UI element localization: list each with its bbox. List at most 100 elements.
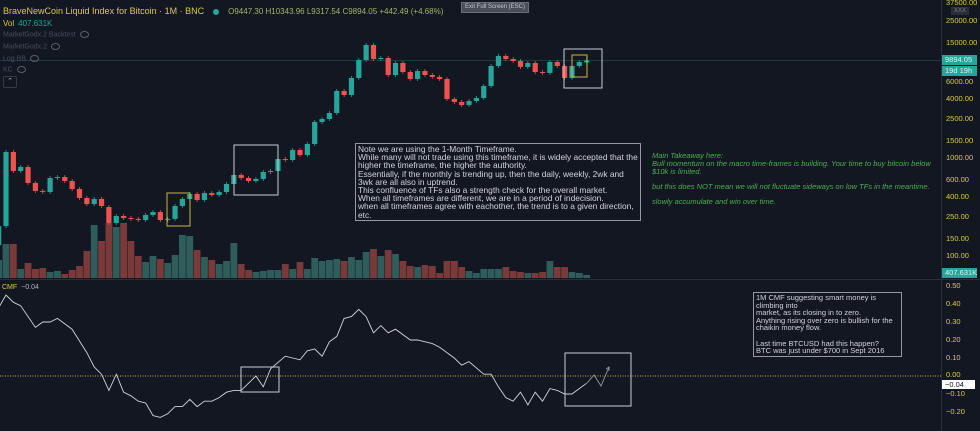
- volume-bar: [17, 269, 25, 278]
- volume-value: 407.631K: [18, 19, 53, 28]
- hidden-eye-icon[interactable]: [16, 66, 26, 73]
- price-axis-label: 600.00: [946, 174, 969, 184]
- volume-bar: [127, 241, 135, 278]
- volume-bar: [392, 254, 399, 278]
- candle-body: [216, 191, 222, 196]
- candle-body: [400, 62, 406, 73]
- volume-bar: [32, 269, 39, 278]
- candle-body: [488, 65, 494, 86]
- price-axis-label: 4000.00: [946, 93, 974, 103]
- market-status-icon: [212, 8, 219, 15]
- cmf-drawing-arrow[interactable]: [586, 366, 610, 387]
- takeaway-line: but this does NOT mean we will not fluct…: [652, 182, 930, 191]
- candle-body: [290, 149, 296, 160]
- indicator-name: KC: [3, 66, 13, 74]
- candle-body: [91, 198, 97, 205]
- volume-bar: [201, 257, 208, 278]
- candles: [0, 42, 590, 246]
- price-axis-label: 400.00: [946, 191, 969, 201]
- cmf-axis-label: 0.20: [946, 335, 961, 344]
- cmf-drawing-box[interactable]: [564, 352, 632, 407]
- candle-body: [392, 62, 399, 75]
- indicator-legend[interactable]: MarketGodx.2 Backtest: [3, 31, 89, 38]
- candle-body: [260, 171, 266, 179]
- volume-bar: [134, 256, 142, 278]
- candle-body: [385, 58, 391, 75]
- drawing-box-yellow[interactable]: [571, 54, 588, 78]
- candle-body: [554, 62, 560, 66]
- collapse-legend-button[interactable]: ⌃: [3, 76, 17, 88]
- volume-bar: [443, 261, 451, 278]
- price-axis-label: 1500.00: [946, 135, 974, 145]
- price-axis-label: 2500.00: [946, 114, 974, 123]
- hidden-eye-icon[interactable]: [79, 31, 89, 38]
- volume-bar: [399, 261, 407, 278]
- price-axis-label: 37500.00: [946, 0, 978, 7]
- drawing-box-white[interactable]: [233, 144, 279, 196]
- volume-bar: [164, 263, 172, 278]
- takeaway-line: slowly accumulate and win over time.: [652, 197, 776, 206]
- candle-body: [25, 167, 31, 183]
- candle-body: [113, 215, 119, 224]
- volume-bar: [252, 272, 260, 278]
- candle-body: [562, 65, 568, 79]
- candle-body: [62, 176, 68, 182]
- candle-body: [451, 98, 457, 102]
- candle-body: [157, 212, 163, 220]
- candle-body: [98, 198, 105, 206]
- volume-bar: [473, 273, 480, 278]
- volume-bar: [487, 269, 495, 278]
- exit-fullscreen-button[interactable]: Exit Full Screen (ESC): [461, 2, 530, 13]
- volume-bar: [539, 272, 546, 278]
- candle-body: [370, 44, 377, 60]
- volume-bar: [553, 267, 561, 278]
- volume-bar: [583, 275, 591, 278]
- volume-bar: [311, 258, 319, 278]
- takeaway-note[interactable]: Main Takeaway here: Bull momentum on the…: [652, 152, 937, 213]
- indicator-legend[interactable]: KC: [3, 66, 26, 73]
- volume-bar: [340, 261, 348, 278]
- drawing-box-white[interactable]: [563, 48, 603, 89]
- volume-bar: [524, 273, 532, 278]
- cmf-name: CMF: [2, 284, 18, 291]
- candle-body: [437, 76, 443, 79]
- volume-bar: [76, 266, 83, 278]
- timeframe-note[interactable]: Note we are using the 1-Month Timeframe.…: [355, 143, 641, 221]
- candle-body: [282, 158, 288, 160]
- volume-bar: [406, 266, 414, 278]
- volume-bar: [362, 252, 370, 278]
- chart-legend: BraveNewCoin Liquid Index for Bitcoin · …: [3, 6, 443, 17]
- candle-body: [172, 205, 178, 219]
- indicator-legend[interactable]: Log BB: [3, 55, 39, 62]
- chevron-up-icon: ⌃: [7, 78, 13, 85]
- candle-body: [312, 121, 318, 144]
- candle-body: [47, 178, 53, 192]
- volume-bars: [0, 223, 591, 278]
- candle-body: [10, 152, 16, 171]
- indicator-legend[interactable]: MarketGodx.2: [3, 43, 60, 50]
- takeaway-line: Main Takeaway here: Bull momentum on the…: [652, 151, 931, 176]
- hidden-eye-icon[interactable]: [29, 55, 39, 62]
- cmf-axis-label: −0.20: [946, 407, 965, 416]
- volume-bar: [120, 223, 127, 278]
- cmf-drawing-box[interactable]: [240, 366, 280, 393]
- candle-body: [18, 167, 24, 171]
- candle-body: [179, 198, 185, 206]
- symbol-title[interactable]: BraveNewCoin Liquid Index for Bitcoin · …: [3, 6, 205, 16]
- currency-badge[interactable]: XXX: [951, 7, 970, 15]
- volume-bar: [333, 259, 341, 278]
- drawing-box-yellow[interactable]: [166, 192, 191, 227]
- cmf-note[interactable]: 1M CMF suggesting smart money is climbin…: [753, 292, 902, 357]
- volume-bar: [0, 260, 3, 278]
- volume-bar: [237, 264, 245, 278]
- price-axis-label: 15000.00: [946, 37, 978, 47]
- volume-bar: [215, 264, 223, 278]
- volume-bar: [54, 271, 61, 278]
- volume-bar: [149, 256, 157, 278]
- hidden-eye-icon[interactable]: [50, 43, 60, 50]
- volume-bar: [171, 255, 179, 278]
- volume-bar: [546, 261, 554, 278]
- candle-body: [223, 183, 230, 192]
- candle-body: [517, 60, 524, 67]
